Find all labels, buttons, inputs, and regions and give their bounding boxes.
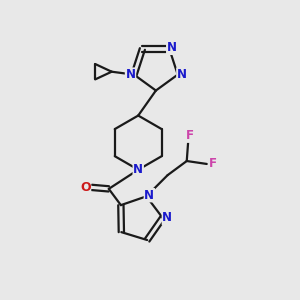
- Text: N: N: [125, 68, 136, 81]
- Text: N: N: [133, 163, 143, 176]
- Text: N: N: [167, 41, 177, 54]
- Text: F: F: [209, 158, 217, 170]
- Text: N: N: [177, 68, 187, 81]
- Text: N: N: [162, 212, 172, 224]
- Text: N: N: [144, 189, 154, 202]
- Text: O: O: [80, 181, 91, 194]
- Text: F: F: [186, 129, 194, 142]
